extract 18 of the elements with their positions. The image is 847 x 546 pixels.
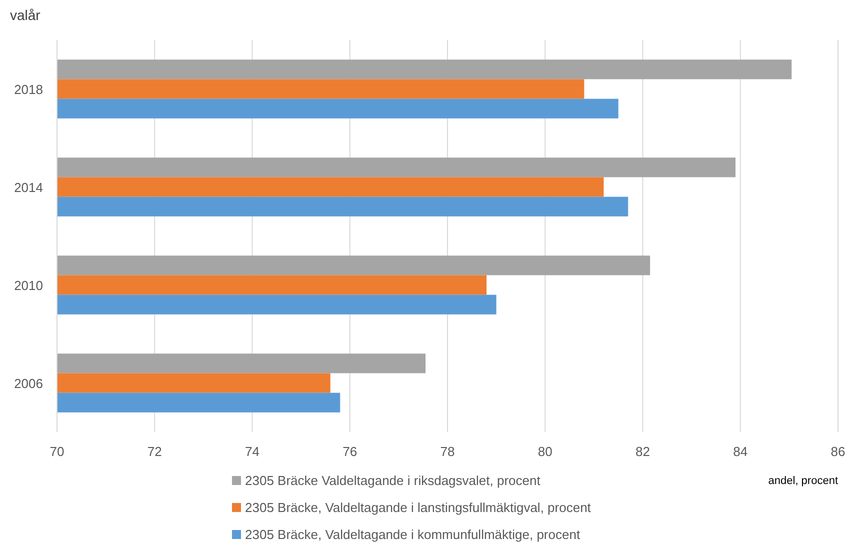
legend-label: 2305 Bräcke, Valdeltagande i lanstingsfullmäktigval, procent bbox=[245, 500, 592, 515]
x-tick-label: 76 bbox=[342, 444, 358, 459]
y-axis-title: valår bbox=[10, 7, 41, 23]
x-axis-title: andel, procent bbox=[768, 475, 838, 487]
x-tick-label: 86 bbox=[830, 444, 846, 459]
legend-label: 2305 Bräcke Valdeltagande i riksdagsvalet, procent bbox=[245, 473, 541, 488]
x-tick-label: 84 bbox=[733, 444, 748, 459]
x-tick-label: 80 bbox=[538, 444, 552, 459]
y-tick-label: 2006 bbox=[14, 376, 43, 391]
x-tick-label: 82 bbox=[636, 444, 650, 459]
x-tick-label: 74 bbox=[245, 444, 260, 459]
x-tick-label: 78 bbox=[440, 444, 455, 459]
legend-label: 2305 Bräcke, Valdeltagande i kommunfullmäktige, procent bbox=[245, 527, 580, 542]
x-tick-label: 72 bbox=[147, 444, 162, 459]
y-tick-label: 2018 bbox=[14, 82, 43, 97]
y-tick-label: 2014 bbox=[14, 180, 43, 195]
x-tick-label: 70 bbox=[50, 444, 64, 459]
y-tick-label: 2010 bbox=[14, 278, 43, 293]
